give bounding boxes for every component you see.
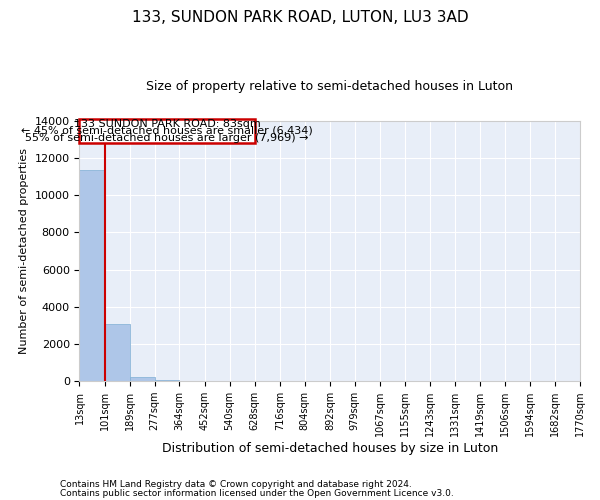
Title: Size of property relative to semi-detached houses in Luton: Size of property relative to semi-detach…	[146, 80, 513, 93]
Bar	[104, 324, 130, 381]
Text: 133 SUNDON PARK ROAD: 83sqm: 133 SUNDON PARK ROAD: 83sqm	[74, 118, 260, 128]
Bar	[79, 118, 254, 143]
Text: ← 45% of semi-detached houses are smaller (6,434): ← 45% of semi-detached houses are smalle…	[21, 126, 313, 136]
Bar	[130, 377, 155, 381]
Text: Contains public sector information licensed under the Open Government Licence v3: Contains public sector information licen…	[60, 488, 454, 498]
Bar	[155, 380, 179, 381]
X-axis label: Distribution of semi-detached houses by size in Luton: Distribution of semi-detached houses by …	[161, 442, 498, 455]
Text: 133, SUNDON PARK ROAD, LUTON, LU3 3AD: 133, SUNDON PARK ROAD, LUTON, LU3 3AD	[131, 10, 469, 25]
Text: 55% of semi-detached houses are larger (7,969) →: 55% of semi-detached houses are larger (…	[25, 133, 309, 143]
Bar	[179, 380, 205, 381]
Y-axis label: Number of semi-detached properties: Number of semi-detached properties	[19, 148, 29, 354]
Text: Contains HM Land Registry data © Crown copyright and database right 2024.: Contains HM Land Registry data © Crown c…	[60, 480, 412, 489]
Bar	[79, 170, 104, 381]
